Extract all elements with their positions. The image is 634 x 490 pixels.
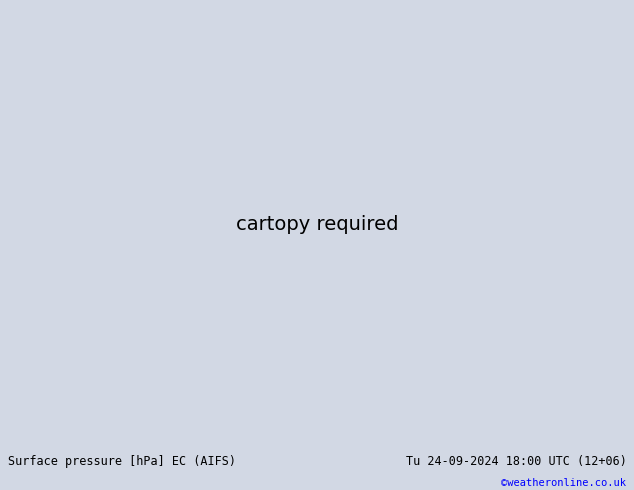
Text: cartopy required: cartopy required — [236, 216, 398, 234]
Text: Surface pressure [hPa] EC (AIFS): Surface pressure [hPa] EC (AIFS) — [8, 455, 236, 468]
Text: ©weatheronline.co.uk: ©weatheronline.co.uk — [501, 478, 626, 488]
Text: Tu 24-09-2024 18:00 UTC (12+06): Tu 24-09-2024 18:00 UTC (12+06) — [406, 455, 626, 467]
